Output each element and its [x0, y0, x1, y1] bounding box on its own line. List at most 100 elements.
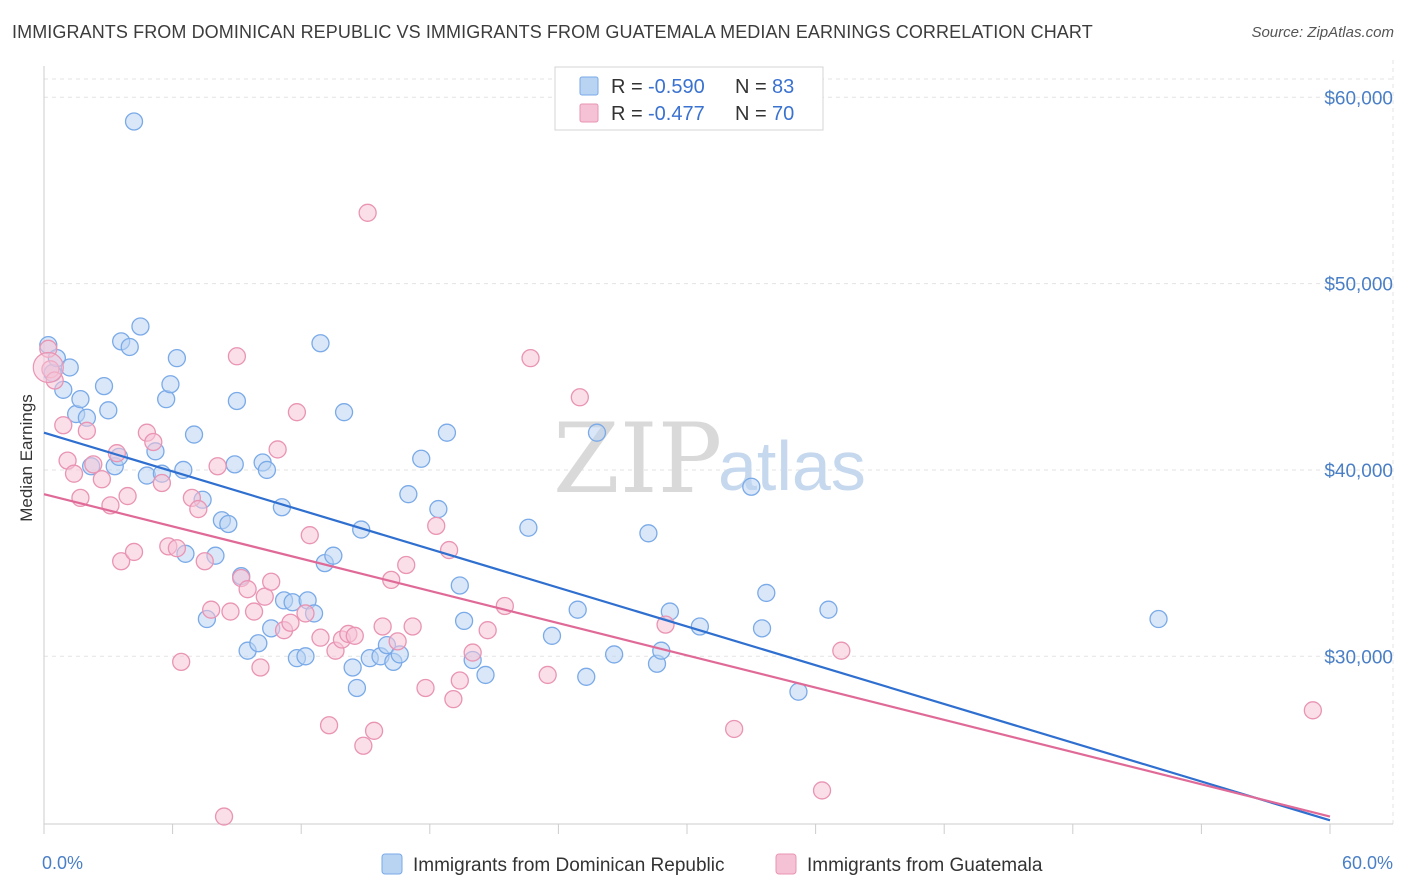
data-point [478, 621, 497, 640]
bottom-legend-swatch-blue [381, 853, 403, 875]
series-guatemala-points [32, 203, 1323, 826]
bottom-legend-label-blue: Immigrants from Dominican Republic [413, 855, 725, 876]
data-point [208, 457, 227, 476]
data-point-cluster [32, 351, 64, 384]
data-point [257, 460, 277, 480]
legend-n-value-2: 70 [772, 103, 794, 125]
data-point [519, 518, 538, 537]
data-point [570, 388, 589, 407]
data-point [542, 626, 562, 645]
data-point [437, 423, 457, 442]
y-tick-label: $60,000 [1324, 88, 1393, 109]
data-point [296, 647, 315, 666]
data-point [172, 652, 191, 672]
data-point [94, 376, 114, 396]
axes [43, 66, 1393, 834]
data-point [639, 524, 658, 543]
data-point [124, 542, 144, 562]
data-point [538, 665, 557, 685]
trend-line-dominican-republic [43, 431, 1331, 822]
data-point [742, 477, 761, 496]
watermark-atlas: atlas [718, 427, 866, 505]
data-point [167, 539, 187, 558]
watermark-zip: ZIP [553, 403, 722, 515]
data-point [347, 678, 367, 698]
data-point [225, 455, 244, 474]
data-point [54, 416, 73, 435]
data-point [429, 499, 448, 519]
data-point [202, 600, 221, 619]
data-point [124, 112, 144, 131]
data-point [364, 721, 384, 740]
data-point [112, 552, 131, 571]
data-point [99, 401, 118, 420]
data-point [184, 425, 204, 444]
data-point [752, 619, 772, 638]
y-tick-labels: $30,000 $40,000 $50,000 $60,000 [1324, 88, 1393, 668]
data-point [416, 678, 435, 698]
legend-n-value-1: 83 [772, 76, 794, 98]
data-point [450, 576, 469, 595]
data-point [444, 690, 463, 709]
x-tick-label-min: 0.0% [42, 853, 83, 873]
data-point [137, 466, 157, 485]
data-point [354, 736, 373, 755]
y-tick-label: $50,000 [1324, 275, 1393, 296]
data-point [244, 602, 264, 621]
legend-swatch-blue [579, 76, 599, 96]
data-point [120, 337, 139, 357]
data-point [311, 628, 330, 647]
data-point [268, 440, 287, 459]
data-point [604, 645, 624, 664]
data-point [334, 403, 354, 422]
bottom-legend-label-pink: Immigrants from Guatemala [807, 855, 1043, 876]
data-point [577, 667, 596, 686]
data-point [343, 658, 362, 677]
data-point [238, 580, 257, 599]
legend-swatch-pink [579, 103, 599, 123]
data-point [463, 643, 482, 662]
legend-r-value-2: -0.477 [648, 103, 705, 125]
data-point [397, 555, 416, 575]
data-point [287, 403, 307, 422]
legend-n-label-1: N = [735, 76, 767, 98]
data-point [427, 516, 446, 536]
data-point [227, 391, 247, 411]
data-point [77, 421, 97, 440]
data-point [249, 634, 268, 653]
data-point [161, 375, 180, 394]
y-tick-label: $30,000 [1324, 647, 1393, 668]
series-legend: Immigrants from Dominican Republic Immig… [381, 853, 1043, 876]
x-tick-label-max: 60.0% [1342, 853, 1393, 873]
source-label: Source: ZipAtlas.com [1251, 24, 1394, 41]
data-point [152, 473, 172, 493]
data-point [725, 719, 744, 739]
data-point [221, 602, 240, 621]
data-point [296, 604, 315, 623]
data-point [92, 470, 112, 489]
data-point [352, 520, 371, 539]
chart-title: IMMIGRANTS FROM DOMINICAN REPUBLIC VS IM… [12, 22, 1093, 42]
data-point [167, 348, 187, 368]
data-point [189, 499, 208, 519]
data-point [403, 617, 422, 636]
data-point [300, 526, 319, 545]
data-point [324, 546, 343, 565]
data-point [71, 389, 90, 409]
data-point [388, 632, 407, 651]
legend-n-label-2: N = [735, 103, 767, 125]
watermark: ZIP atlas [553, 403, 866, 515]
data-point [454, 611, 474, 631]
data-point [819, 600, 838, 619]
data-point [345, 626, 364, 645]
data-point [251, 658, 270, 677]
legend-r-label-1: R = [611, 76, 643, 98]
data-point [568, 600, 587, 619]
data-point [311, 334, 330, 353]
data-point [227, 347, 247, 366]
data-point [195, 552, 214, 571]
correlation-legend: R = -0.590 N = 83 R = -0.477 N = 70 [554, 66, 824, 131]
data-point [812, 781, 832, 800]
data-point [373, 617, 392, 636]
data-point [262, 572, 281, 591]
